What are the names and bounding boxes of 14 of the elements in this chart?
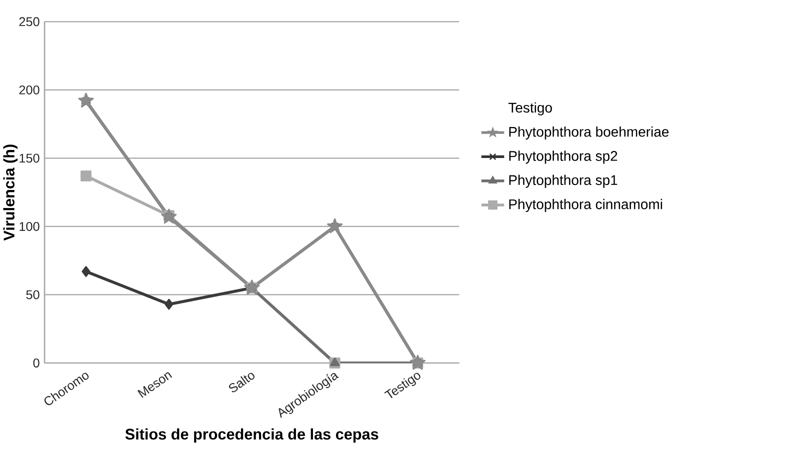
legend-title: Testigo — [508, 102, 552, 116]
y-tick-label: 250 — [19, 17, 40, 26]
y-tick-label: 50 — [26, 290, 40, 300]
legend-label: Phytophthora sp1 — [509, 174, 618, 188]
y-tick-label: 150 — [20, 154, 40, 163]
y-tick-label: 100 — [20, 222, 40, 231]
x-axis-title: Sitios de procedencia de las cepas — [125, 428, 378, 443]
y-tick-label: 0 — [33, 358, 40, 368]
x-tick-label: Salto — [228, 372, 255, 392]
y-tick-label: 200 — [19, 85, 40, 94]
legend-label: Phytophthora boehmeriae — [509, 126, 669, 140]
y-axis-title: Virulencia (h) — [3, 144, 18, 241]
legend-label: Phytophthora cinnamomi — [509, 198, 662, 212]
legend-label: Phytophthora sp2 — [509, 150, 618, 164]
